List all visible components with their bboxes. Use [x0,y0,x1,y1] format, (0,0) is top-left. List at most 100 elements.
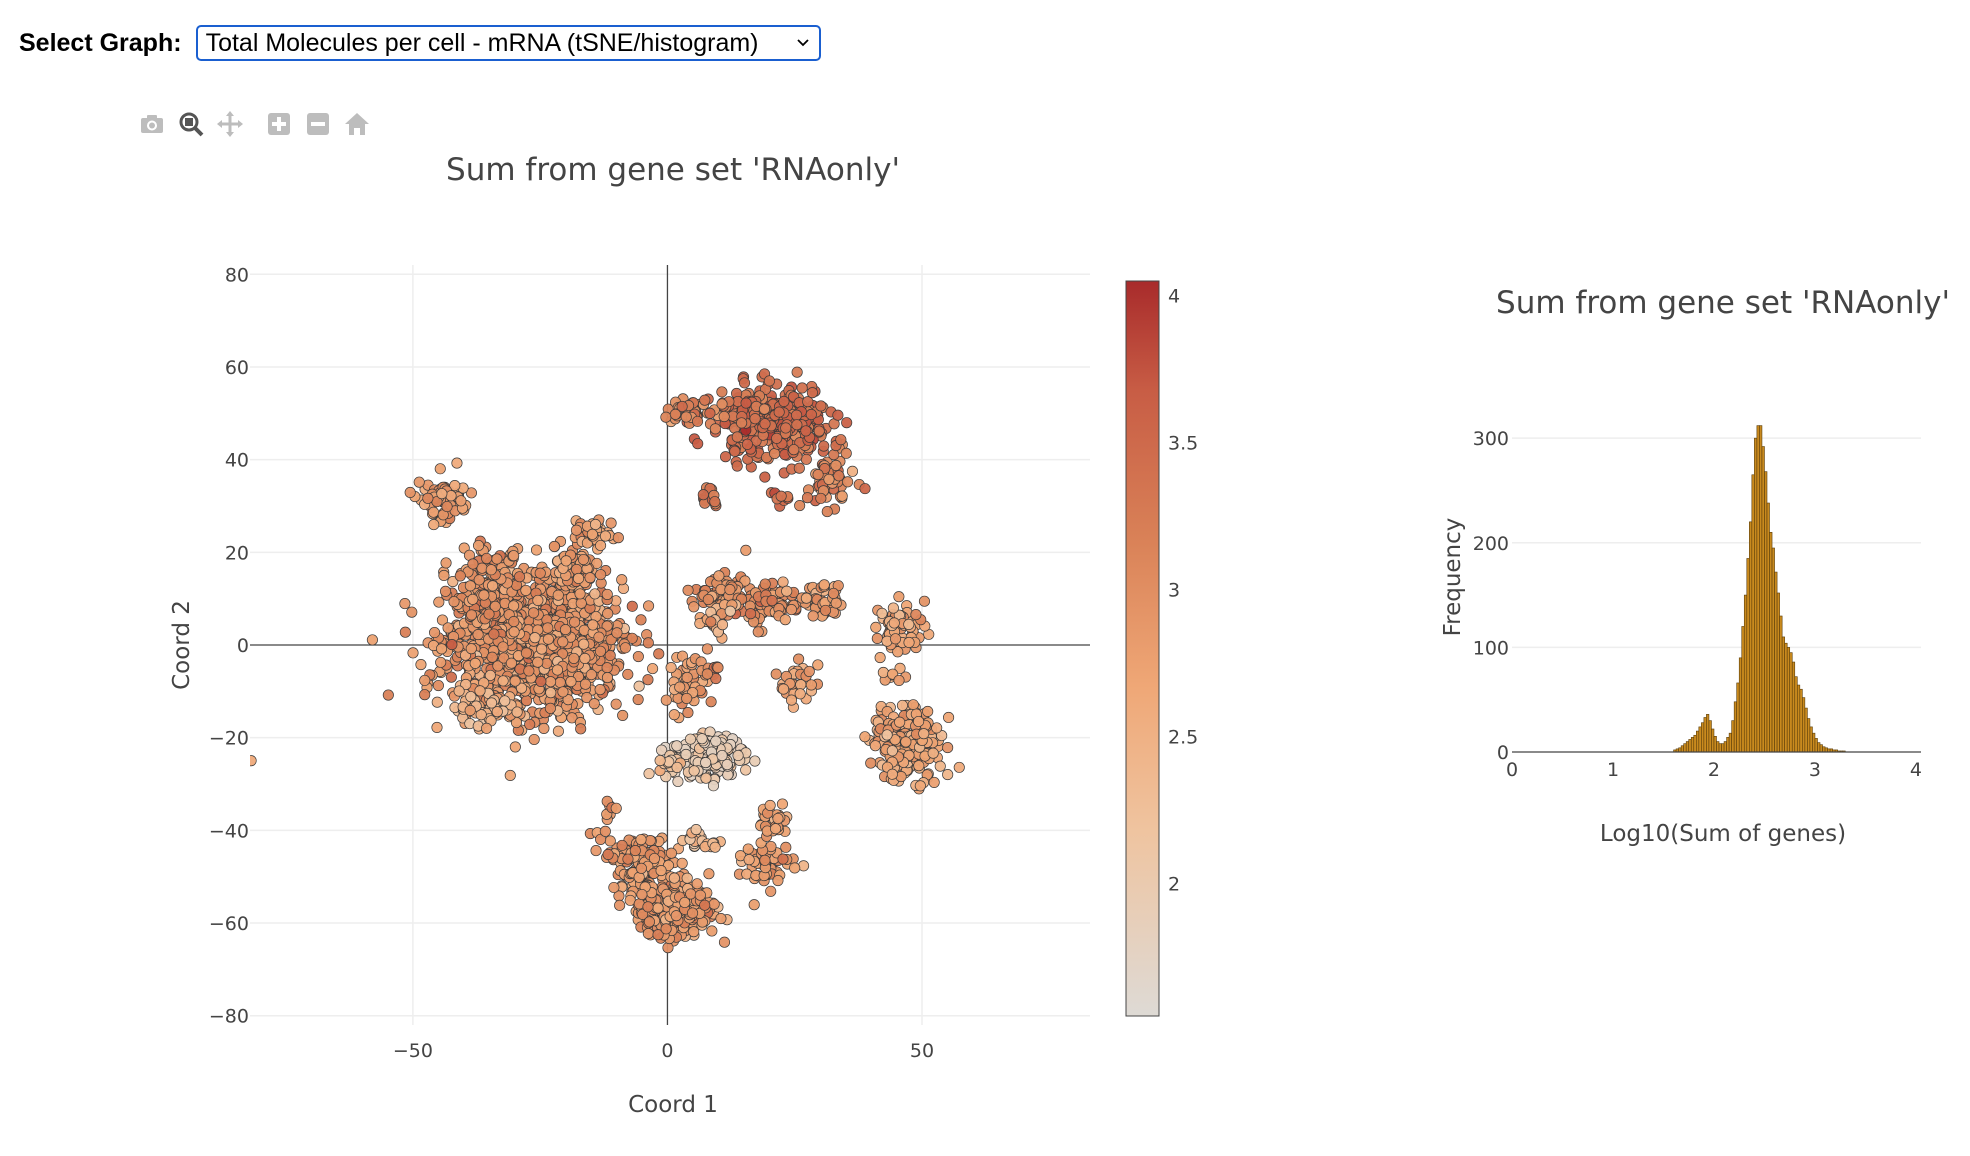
pan-icon[interactable] [216,110,244,138]
scatter-point [483,608,495,620]
scatter-point [622,668,634,680]
scatter-point [778,395,790,407]
scatter-point [432,679,444,692]
scatter-point [785,694,798,706]
scatter-point [918,595,931,607]
scatter-point [643,768,655,780]
scatter-point [806,387,818,399]
colorbar-tick-label: 4 [1168,286,1180,308]
scatter-point [399,626,411,638]
scatter-point [680,411,692,423]
scatter-point [508,626,520,638]
scatter-point [431,696,443,708]
zoom-out-icon[interactable] [304,110,332,138]
scatter-point [442,622,454,634]
scatter-point [681,671,693,683]
histogram-bar [1698,726,1702,753]
scatter-point [491,553,503,565]
histogram-bar [1817,742,1821,753]
scatter-point [486,651,498,663]
colorbar-tick-label: 3 [1168,580,1180,602]
scatter-point [682,707,694,719]
scatter-point [585,669,597,681]
scatter-point [716,619,729,631]
y-tick-label: 60 [225,357,249,379]
histogram-bar [1738,657,1743,753]
scatter-point [486,697,498,709]
scatter-point [669,408,681,420]
scatter-point [870,621,882,633]
y-tick-label: −80 [209,1006,249,1028]
scatter-point [436,614,448,626]
scatter-point [465,691,477,703]
scatter-point [602,608,614,620]
scatter-point [460,678,472,691]
scatter-point [771,432,783,444]
scatter-point [635,614,647,626]
scatter-point [830,459,842,471]
scatter-point [896,699,908,711]
scatter-point [703,868,715,880]
scatter-point [701,668,713,680]
scatter-point [690,823,702,836]
camera-icon[interactable] [138,110,166,138]
histogram-bar [1741,626,1745,753]
scatter-point [759,471,771,483]
scatter-point [910,609,922,621]
histogram-bar [1769,532,1773,753]
scatter-point [741,868,753,880]
histogram-bar [1794,676,1798,753]
histogram-bar [1716,741,1720,753]
scatter-point [451,457,463,469]
scatter-point [407,647,419,659]
histogram-bar [1812,732,1816,753]
scatter-point [842,476,854,488]
scatter-points [250,366,965,954]
scatter-point [642,901,654,913]
scatter-point [813,425,825,437]
scatter-point [438,569,450,582]
histogram-bar [1728,732,1732,753]
scatter-point [589,518,602,531]
scatter-point [604,835,616,847]
scatter-point [681,872,693,884]
scatter-point [382,689,394,701]
scatter-point [769,448,781,460]
scatter-point [473,574,485,586]
scatter-point [704,407,716,419]
graph-select-dropdown[interactable]: Total Molecules per cell - mRNA (tSNE/hi… [195,25,821,61]
scatter-point [572,572,585,584]
scatter-point [497,675,509,687]
scatter-point [688,926,700,938]
histogram-bar [1703,717,1707,753]
scatter-point [665,847,677,859]
scatter-point [713,570,725,582]
scatter-point [448,596,460,608]
scatter-point [454,570,466,582]
scatter-point [514,571,526,583]
scatter-point [894,716,906,728]
scatter-point [509,675,521,687]
histogram-bar [1683,743,1687,753]
scatter-point [772,874,784,887]
home-icon[interactable] [343,110,371,138]
scatter-point [749,413,761,425]
scatter-point [488,628,500,640]
scatter-point [557,636,569,648]
scatter-point [614,899,626,911]
zoom-icon[interactable] [177,110,205,138]
scatter-point [588,698,600,710]
scatter-point [738,377,751,389]
scatter-point [635,862,647,874]
scatter-point [648,852,661,865]
scatter-point [724,605,736,617]
scatter-point [595,569,607,581]
zoom-in-icon[interactable] [265,110,293,138]
scatter-point [793,653,805,665]
scatter-point [538,722,550,734]
histogram-bar [1754,437,1758,753]
scatter-point [770,668,782,680]
scatter-point [566,712,578,724]
histogram-bar [1781,636,1785,753]
histogram-bars [1673,425,1846,753]
